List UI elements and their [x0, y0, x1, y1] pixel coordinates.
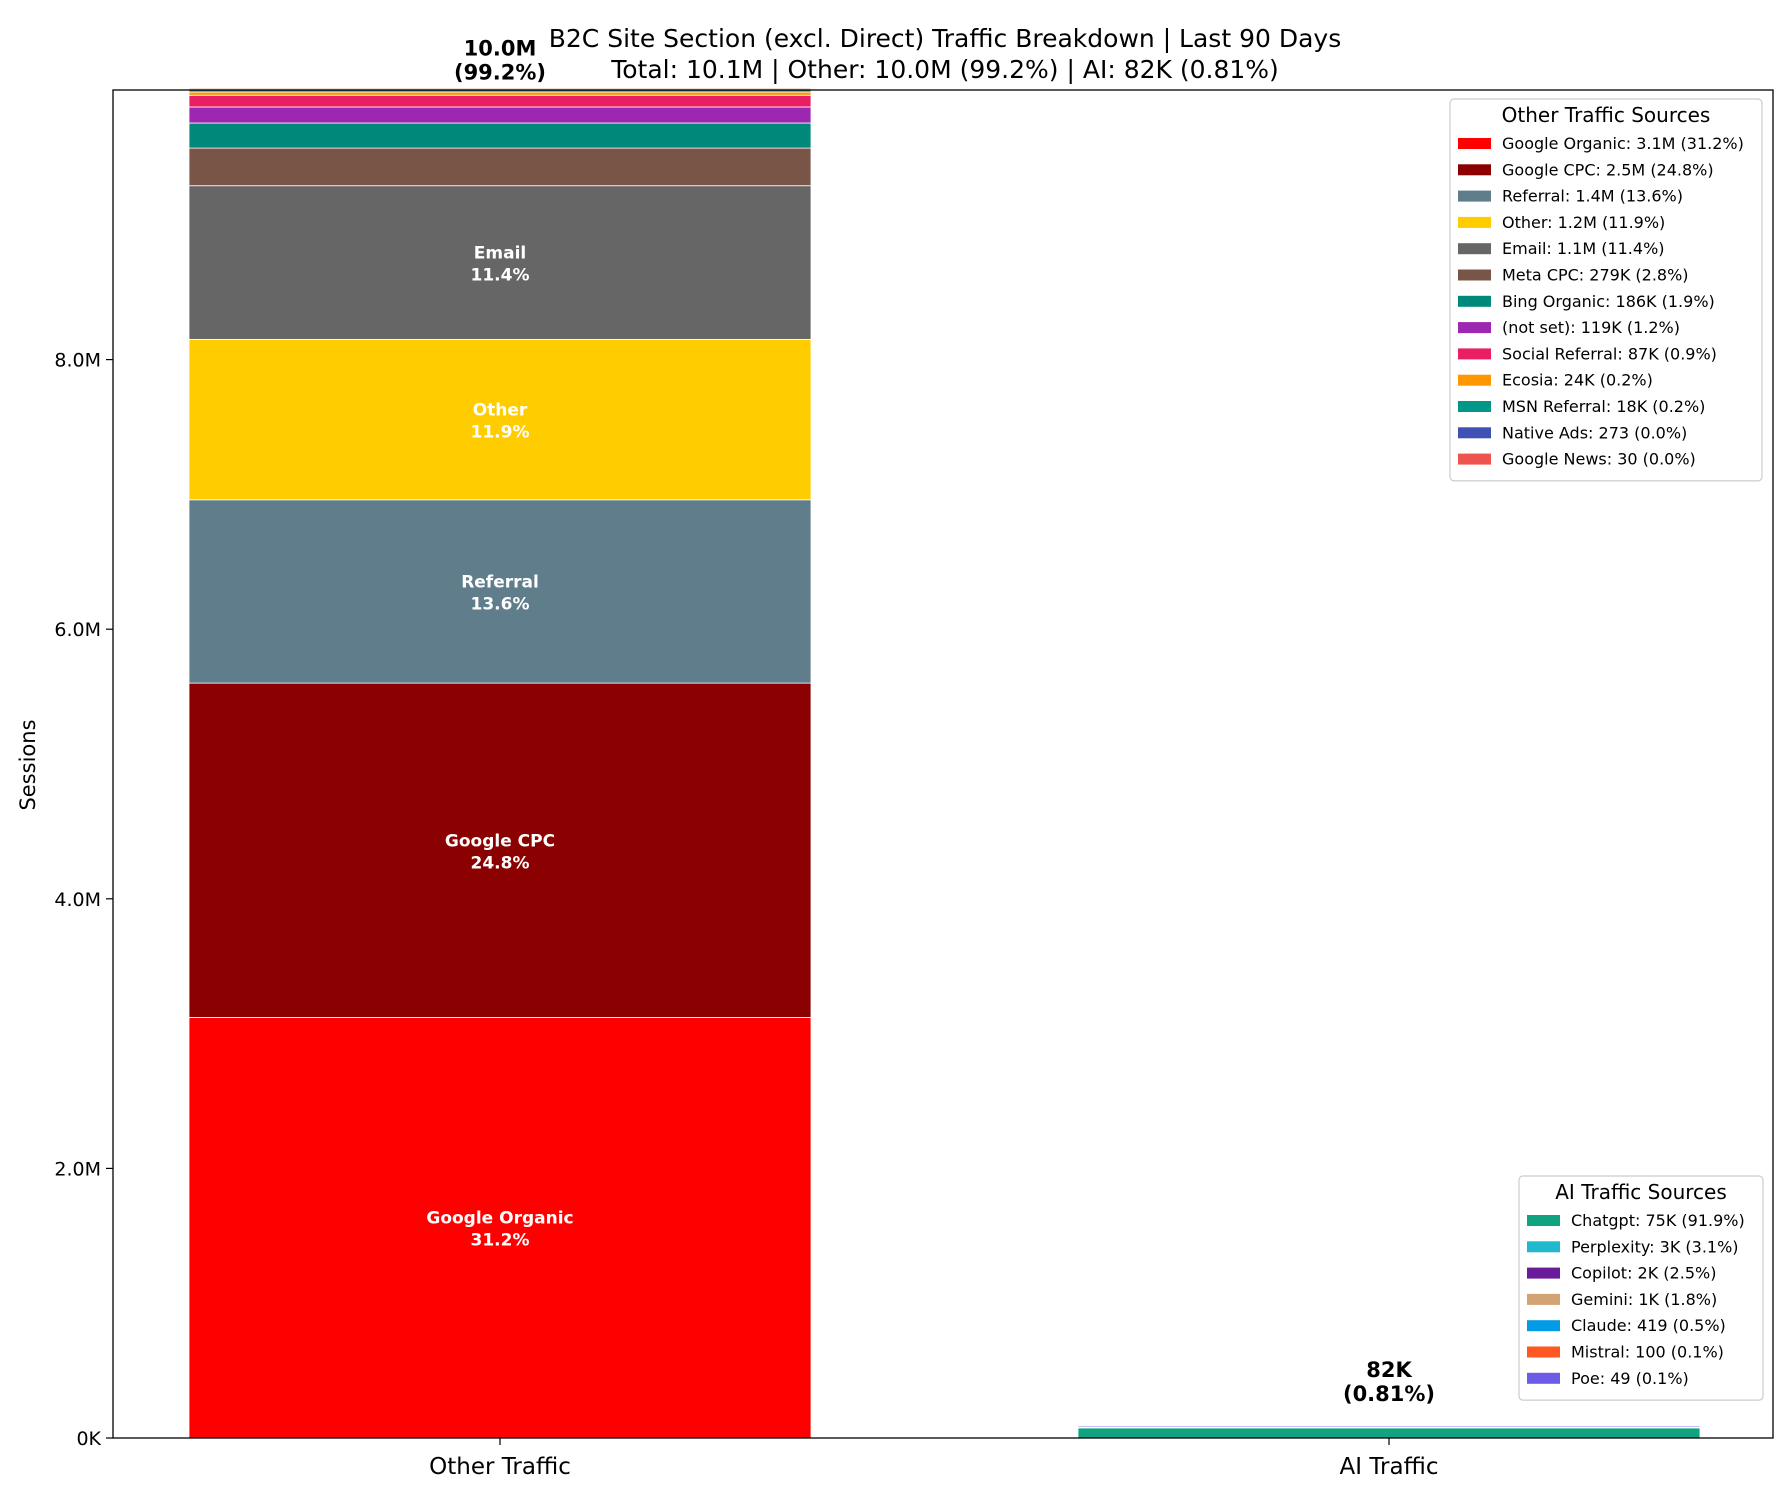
y-tick-label-2-0m: 2.0M: [54, 1158, 101, 1180]
legend-item-claude: Claude: 419 (0.5%): [1571, 1316, 1726, 1335]
legend-swatch-native-ads: [1458, 427, 1491, 439]
x-tick-label-other-traffic: Other Traffic: [429, 1454, 571, 1480]
y-tick-label-0k: 0K: [76, 1428, 101, 1450]
legend-item-native-ads: Native Ads: 273 (0.0%): [1502, 423, 1687, 442]
legend-swatch-other: [1458, 216, 1491, 228]
legend-box: [1518, 1175, 1764, 1401]
segment-label-google-organic: Google Organic: [426, 1209, 573, 1229]
legend-swatch-google-news: [1458, 453, 1491, 465]
segment-label-email: Email: [474, 244, 526, 264]
legend-swatch-google-organic: [1458, 138, 1491, 149]
y-tick-label-4-0m: 4.0M: [54, 889, 101, 911]
legend-box: [1449, 98, 1763, 482]
legend-item-copilot: Copilot: 2K (2.5%): [1571, 1264, 1716, 1283]
segment-label-referral: Referral: [461, 572, 539, 592]
segment-pct-google-organic: 31.2%: [471, 1231, 530, 1251]
segment-pct-referral: 13.6%: [471, 594, 530, 614]
bar-segment-other-traffic-email: [188, 185, 812, 340]
legend-swatch-chatgpt: [1527, 1215, 1560, 1226]
legend-other-traffic-sources: Other Traffic Sources Google Organic: 3.1…: [1449, 98, 1763, 482]
legend-item-poe: Poe: 49 (0.1%): [1571, 1369, 1689, 1388]
legend-item-referral: Referral: 1.4M (13.6%): [1502, 187, 1683, 206]
bar-segment-other-traffic-meta-cpc: [188, 147, 812, 187]
legend-item-google-news: Google News: 30 (0.0%): [1502, 450, 1696, 469]
bar-segment-other-traffic-not-set: [188, 106, 812, 124]
legend-item-gemini: Gemini: 1K (1.8%): [1571, 1290, 1717, 1309]
legend-title: AI Traffic Sources: [1555, 1180, 1727, 1204]
legend-item-meta-cpc: Meta CPC: 279K (2.8%): [1502, 266, 1689, 285]
plot-frame: [112, 89, 1774, 1439]
bar-segment-other-traffic-bing-organic: [188, 122, 812, 149]
legend-ai-traffic-sources: AI Traffic Sources Chatgpt: 75K (91.9%) Pe…: [1518, 1175, 1764, 1401]
legend-swatch-email: [1458, 243, 1491, 255]
legend-item-google-cpc: Google CPC: 2.5M (24.8%): [1502, 160, 1714, 179]
total-pct-other-traffic: (99.2%): [454, 61, 546, 85]
legend-item-email: Email: 1.1M (11.4%): [1502, 239, 1665, 258]
segment-pct-google-cpc: 24.8%: [471, 853, 530, 873]
bar-segment-other-traffic-social-referral: [188, 94, 812, 108]
legend-swatch-google-cpc: [1458, 164, 1491, 176]
legend-item-mistral: Mistral: 100 (0.1%): [1571, 1343, 1724, 1362]
legend-swatch-social-referral: [1458, 348, 1491, 360]
legend-item-not-set: (not set): 119K (1.2%): [1502, 318, 1680, 337]
segment-pct-email: 11.4%: [471, 266, 530, 286]
legend-item-ecosia: Ecosia: 24K (0.2%): [1502, 371, 1653, 390]
legend-swatch-bing-organic: [1458, 295, 1491, 307]
segment-label-other: Other: [473, 401, 528, 421]
bar-segment-other-traffic-google-organic: [188, 1017, 812, 1439]
bar-segment-other-traffic-ecosia: [188, 91, 812, 96]
legend-item-perplexity: Perplexity: 3K (3.1%): [1571, 1237, 1739, 1256]
legend-swatch-ecosia: [1458, 374, 1491, 386]
legend-swatch-msn-referral: [1458, 401, 1491, 412]
legend-swatch-claude: [1527, 1320, 1560, 1332]
segment-pct-other: 11.9%: [471, 423, 530, 443]
legend-swatch-referral: [1458, 190, 1491, 202]
legend-item-chatgpt: Chatgpt: 75K (91.9%): [1571, 1211, 1745, 1230]
legend-title: Other Traffic Sources: [1502, 103, 1711, 127]
total-pct-ai-traffic: (0.81%): [1343, 1382, 1435, 1406]
chart-subtitle: Total: 10.1M | Other: 10.0M (99.2%) | AI…: [610, 55, 1279, 84]
y-tick-label-8-0m: 8.0M: [54, 350, 101, 372]
legend-item-bing-organic: Bing Organic: 186K (1.9%): [1502, 292, 1715, 311]
y-axis-label: Sessions: [16, 719, 40, 810]
legend-item-msn-referral: MSN Referral: 18K (0.2%): [1502, 397, 1705, 416]
segment-label-google-cpc: Google CPC: [445, 831, 555, 851]
legend-item-other: Other: 1.2M (11.9%): [1502, 213, 1665, 232]
chart-title: B2C Site Section (excl. Direct) Traffic …: [549, 24, 1341, 53]
legend-swatch-copilot: [1527, 1267, 1560, 1279]
legend-item-social-referral: Social Referral: 87K (0.9%): [1502, 344, 1717, 363]
x-tick-label-ai-traffic: AI Traffic: [1340, 1454, 1439, 1480]
legend-swatch-mistral: [1527, 1346, 1560, 1358]
total-label-ai-traffic: 82K: [1366, 1358, 1412, 1382]
y-tick-label-6-0m: 6.0M: [54, 619, 101, 641]
legend-swatch-not-set: [1458, 322, 1491, 334]
legend-swatch-perplexity: [1527, 1241, 1560, 1253]
legend-item-google-organic: Google Organic: 3.1M (31.2%): [1502, 134, 1744, 153]
legend-swatch-gemini: [1527, 1293, 1560, 1305]
bar-segment-ai-traffic-chatgpt: [1077, 1427, 1701, 1439]
legend-swatch-poe: [1527, 1372, 1560, 1384]
total-label-other-traffic: 10.0M: [464, 37, 537, 61]
bar-segment-other-traffic-referral: [188, 499, 812, 684]
bar-segment-other-traffic-other: [188, 338, 812, 501]
bar-segment-ai-traffic-poe: [1077, 1425, 1701, 1428]
legend-swatch-meta-cpc: [1458, 269, 1491, 281]
